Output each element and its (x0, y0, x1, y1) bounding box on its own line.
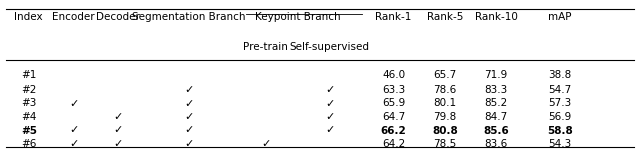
Text: Rank-1: Rank-1 (376, 12, 412, 22)
Text: ✓: ✓ (325, 99, 334, 108)
Text: Index: Index (15, 12, 43, 22)
Text: 46.0: 46.0 (382, 70, 405, 80)
Text: Pre-train: Pre-train (243, 42, 288, 52)
Text: 80.1: 80.1 (433, 99, 456, 108)
Text: 65.9: 65.9 (382, 99, 405, 108)
Text: ✓: ✓ (184, 139, 193, 149)
Text: ✓: ✓ (184, 99, 193, 108)
Text: 78.6: 78.6 (433, 85, 456, 95)
Text: 38.8: 38.8 (548, 70, 572, 80)
Text: 85.6: 85.6 (483, 126, 509, 135)
Text: 54.7: 54.7 (548, 85, 572, 95)
Text: 78.5: 78.5 (433, 139, 456, 149)
Text: 63.3: 63.3 (382, 85, 405, 95)
Text: 80.8: 80.8 (432, 126, 458, 135)
Text: ✓: ✓ (325, 112, 334, 122)
Text: ✓: ✓ (69, 139, 78, 149)
Text: Segmentation Branch: Segmentation Branch (132, 12, 246, 22)
Text: 83.3: 83.3 (484, 85, 508, 95)
Text: ✓: ✓ (69, 126, 78, 135)
Text: #6: #6 (21, 139, 36, 149)
Text: ✓: ✓ (184, 112, 193, 122)
Text: Rank-10: Rank-10 (475, 12, 517, 22)
Text: Self-supervised: Self-supervised (290, 42, 370, 52)
Text: Decoder: Decoder (97, 12, 140, 22)
Text: ✓: ✓ (114, 112, 123, 122)
Text: 54.3: 54.3 (548, 139, 572, 149)
Text: 57.3: 57.3 (548, 99, 572, 108)
Text: ✓: ✓ (325, 126, 334, 135)
Text: #2: #2 (21, 85, 36, 95)
Text: ✓: ✓ (114, 126, 123, 135)
Text: Encoder: Encoder (52, 12, 95, 22)
Text: #4: #4 (21, 112, 36, 122)
Text: 83.6: 83.6 (484, 139, 508, 149)
Text: 71.9: 71.9 (484, 70, 508, 80)
Text: 85.2: 85.2 (484, 99, 508, 108)
Text: ✓: ✓ (114, 139, 123, 149)
Text: ✓: ✓ (261, 139, 270, 149)
Text: mAP: mAP (548, 12, 572, 22)
Text: 79.8: 79.8 (433, 112, 456, 122)
Text: #1: #1 (21, 70, 36, 80)
Text: #3: #3 (21, 99, 36, 108)
Text: 66.2: 66.2 (381, 126, 406, 135)
Text: 58.8: 58.8 (547, 126, 573, 135)
Text: 65.7: 65.7 (433, 70, 456, 80)
Text: ✓: ✓ (69, 99, 78, 108)
Text: Rank-5: Rank-5 (427, 12, 463, 22)
Text: 64.2: 64.2 (382, 139, 405, 149)
Text: ✓: ✓ (184, 126, 193, 135)
Text: 84.7: 84.7 (484, 112, 508, 122)
Text: Keypoint Branch: Keypoint Branch (255, 12, 340, 22)
Text: 64.7: 64.7 (382, 112, 405, 122)
Text: ✓: ✓ (184, 85, 193, 95)
Text: ✓: ✓ (325, 85, 334, 95)
Text: #5: #5 (20, 126, 36, 135)
Text: 56.9: 56.9 (548, 112, 572, 122)
